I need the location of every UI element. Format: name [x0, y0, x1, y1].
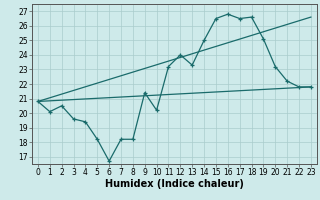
X-axis label: Humidex (Indice chaleur): Humidex (Indice chaleur)	[105, 179, 244, 189]
